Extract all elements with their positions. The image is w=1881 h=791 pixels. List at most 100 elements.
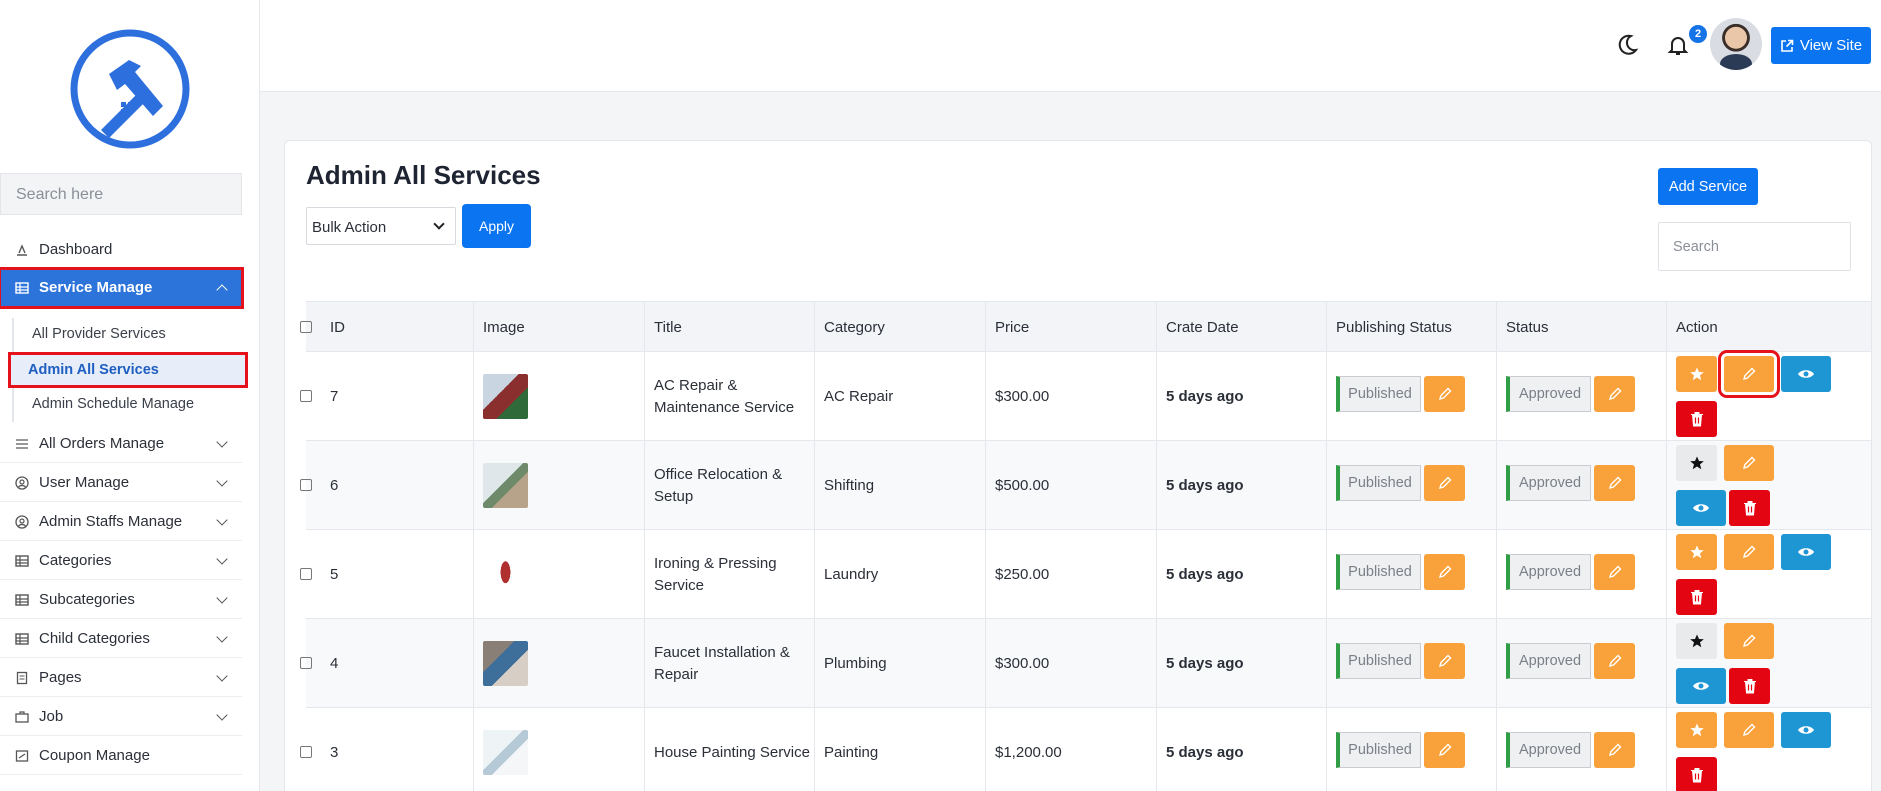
edit-status-button[interactable]	[1594, 376, 1635, 412]
cell-price: $300.00	[985, 619, 1156, 708]
column-header-title[interactable]: Title	[644, 302, 814, 353]
pencil-icon	[1608, 387, 1621, 401]
feature-button[interactable]	[1676, 356, 1717, 392]
approval-status-badge: Approved	[1506, 643, 1591, 679]
sidebar-item-service-manage[interactable]: Service Manage	[0, 267, 244, 309]
view-service-button[interactable]	[1676, 668, 1726, 704]
trash-icon	[1690, 768, 1703, 783]
edit-service-button[interactable]	[1724, 712, 1774, 748]
service-image-faucet	[483, 641, 528, 686]
sidebar-item-user-manage[interactable]: User Manage	[0, 464, 242, 502]
column-header-image[interactable]: Image	[473, 302, 644, 353]
feature-button[interactable]	[1676, 445, 1717, 481]
chevron-down-icon	[216, 436, 228, 448]
apply-button[interactable]: Apply	[462, 204, 531, 248]
feature-button[interactable]	[1676, 623, 1717, 659]
star-icon	[1689, 545, 1704, 559]
sidebar-item-all-orders[interactable]: All Orders Manage	[0, 425, 242, 463]
approval-status-badge: Approved	[1506, 732, 1591, 768]
view-service-button[interactable]	[1781, 534, 1831, 570]
cell-title: House Painting Service	[644, 708, 814, 791]
sidebar-item-child-categories[interactable]: Child Categories	[0, 620, 242, 658]
select-all-checkbox-cell[interactable]	[300, 302, 328, 353]
trash-icon	[1690, 590, 1703, 605]
star-icon	[1689, 456, 1704, 470]
edit-status-button[interactable]	[1594, 643, 1635, 679]
view-service-button[interactable]	[1676, 490, 1726, 526]
submenu-item-admin-all-services[interactable]: Admin All Services	[8, 352, 248, 388]
column-header-crate-date[interactable]: Crate Date	[1156, 302, 1326, 353]
delete-service-button[interactable]	[1729, 668, 1770, 704]
edit-service-button[interactable]	[1724, 534, 1774, 570]
row-checkbox[interactable]	[300, 657, 312, 669]
row-checkbox[interactable]	[300, 479, 312, 491]
sidebar-item-label: Job	[39, 708, 64, 725]
submenu-item-all-provider-services[interactable]: All Provider Services	[32, 326, 166, 342]
submenu-item-admin-schedule-manage[interactable]: Admin Schedule Manage	[32, 396, 195, 412]
cell-price: $250.00	[985, 530, 1156, 619]
sidebar-item-dashboard[interactable]: Dashboard	[0, 231, 242, 269]
pencil-icon	[1438, 476, 1451, 490]
delete-service-button[interactable]	[1676, 757, 1717, 791]
chevron-up-icon	[216, 284, 228, 296]
edit-status-button[interactable]	[1594, 465, 1635, 501]
feature-button[interactable]	[1676, 534, 1717, 570]
column-header-publishing-status[interactable]: Publishing Status	[1326, 302, 1496, 353]
edit-service-button[interactable]	[1718, 350, 1780, 398]
cell-id: 4	[330, 654, 339, 672]
feature-button[interactable]	[1676, 712, 1717, 748]
bulk-action-select[interactable]: Bulk Action	[306, 207, 456, 245]
view-service-button[interactable]	[1781, 356, 1831, 392]
logo[interactable]	[69, 28, 191, 150]
dark-mode-toggle[interactable]	[1615, 32, 1641, 58]
edit-publishing-button[interactable]	[1424, 643, 1465, 679]
sidebar-item-admin-staffs[interactable]: Admin Staffs Manage	[0, 503, 242, 541]
eye-icon	[1798, 370, 1814, 378]
row-checkbox[interactable]	[300, 390, 312, 402]
delete-service-button[interactable]	[1729, 490, 1770, 526]
row-checkbox[interactable]	[300, 568, 312, 580]
add-service-button[interactable]: Add Service	[1658, 168, 1758, 205]
star-icon	[1689, 634, 1704, 648]
bulk-action-value: Bulk Action	[312, 219, 387, 236]
edit-publishing-button[interactable]	[1424, 376, 1465, 412]
edit-service-button[interactable]	[1724, 623, 1774, 659]
moon-icon	[1618, 34, 1639, 55]
sidebar-item-coupon-manage[interactable]: Coupon Manage	[0, 737, 242, 775]
sidebar-item-pages[interactable]: Pages	[0, 659, 242, 697]
sidebar-item-label: Admin Staffs Manage	[39, 513, 183, 530]
sidebar-item-label: Child Categories	[39, 630, 150, 647]
view-service-button[interactable]	[1781, 712, 1831, 748]
sidebar-search-input[interactable]: Search here	[0, 173, 242, 215]
edit-publishing-button[interactable]	[1424, 732, 1465, 768]
edit-status-button[interactable]	[1594, 554, 1635, 590]
service-image-office-relocation	[483, 463, 528, 508]
sidebar-item-categories[interactable]: Categories	[0, 542, 242, 580]
view-site-button[interactable]: View Site	[1771, 27, 1871, 64]
row-checkbox[interactable]	[300, 746, 312, 758]
column-header-price[interactable]: Price	[985, 302, 1156, 353]
user-circle-icon	[15, 475, 29, 490]
edit-service-button[interactable]	[1724, 445, 1774, 481]
delete-service-button[interactable]	[1676, 401, 1717, 437]
column-header-action: Action	[1666, 302, 1871, 353]
pencil-icon	[1742, 367, 1756, 381]
column-header-category[interactable]: Category	[814, 302, 985, 353]
edit-publishing-button[interactable]	[1424, 465, 1465, 501]
sidebar-item-subcategories[interactable]: Subcategories	[0, 581, 242, 619]
star-icon	[1689, 723, 1704, 737]
edit-publishing-button[interactable]	[1424, 554, 1465, 590]
pencil-icon	[1438, 743, 1451, 757]
edit-status-button[interactable]	[1594, 732, 1635, 768]
notification-button[interactable]	[1665, 32, 1691, 58]
table-search-input[interactable]: Search	[1658, 222, 1851, 271]
sidebar-item-job[interactable]: Job	[0, 698, 242, 736]
column-header-status[interactable]: Status	[1496, 302, 1666, 353]
sidebar-item-label: Coupon Manage	[39, 747, 150, 764]
select-all-checkbox[interactable]	[300, 321, 312, 333]
avatar[interactable]	[1710, 18, 1762, 70]
column-header-id[interactable]: ID	[330, 319, 345, 336]
pencil-icon	[1608, 743, 1621, 757]
table-icon	[15, 554, 29, 568]
delete-service-button[interactable]	[1676, 579, 1717, 615]
